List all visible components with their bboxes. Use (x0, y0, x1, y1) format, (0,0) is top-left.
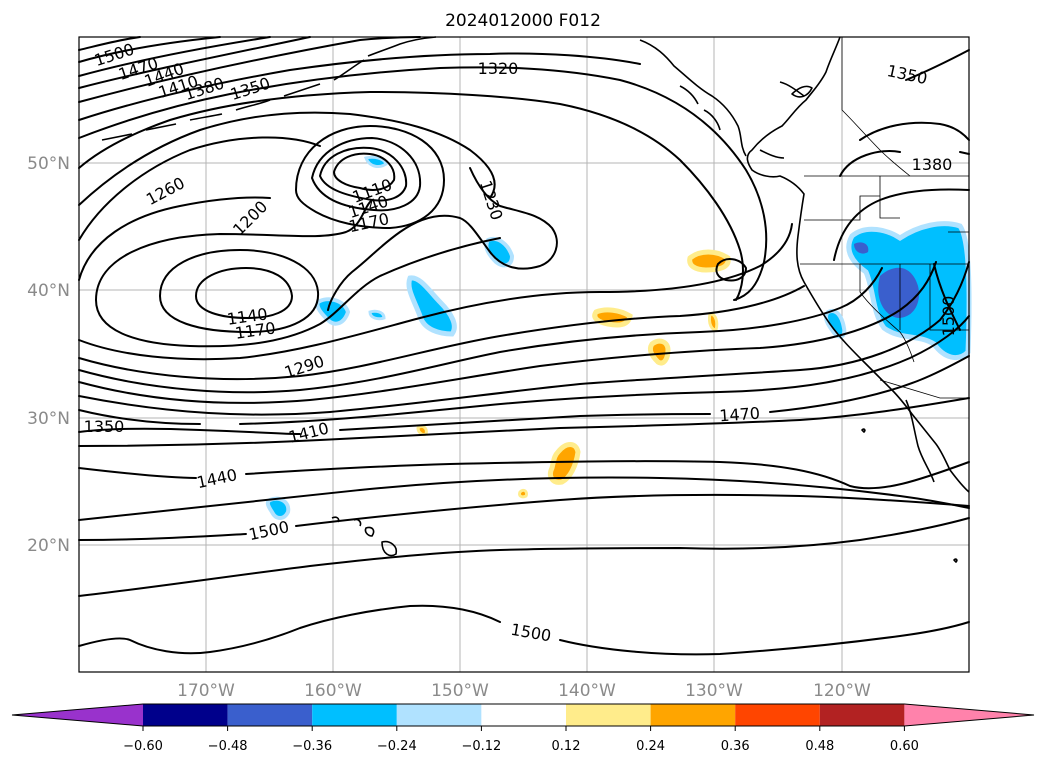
contour-label: 1350 (84, 417, 125, 436)
contour-label: 1500 (939, 296, 958, 337)
height-contours (78, 36, 970, 656)
pacific-blue-patch-c (315, 297, 351, 326)
colorbar-swatch (735, 704, 820, 726)
contour-label: 1470 (719, 404, 761, 426)
pacific-blue-patch-d (265, 496, 291, 520)
lon-label-170w: 170°W (177, 681, 235, 701)
colorbar-tick-label: 0.60 (890, 739, 919, 754)
colorbar-tick-label: −0.48 (208, 739, 248, 754)
colorbar-extend-high (904, 704, 1034, 726)
map-panel: 1500 1470 1440 1410 1380 1350 1320 1350 … (78, 36, 972, 673)
colorbar-swatch (819, 704, 905, 726)
colorbar-tick-label: −0.60 (123, 739, 163, 754)
latitude-labels: 50°N 40°N 30°N 20°N (27, 154, 70, 556)
lat-label-50n: 50°N (27, 154, 70, 174)
colorbar-tick-label: 0.36 (721, 739, 750, 754)
lat-label-30n: 30°N (27, 409, 70, 429)
colorbar-extend-low (12, 704, 143, 726)
political-borders (800, 37, 969, 399)
orange-patch-a (687, 249, 731, 273)
colorbar-swatch (396, 704, 482, 726)
contour-label: 1380 (912, 155, 953, 174)
colorbar-swatch (566, 704, 651, 726)
lat-label-20n: 20°N (27, 536, 70, 556)
coastlines (101, 36, 970, 563)
colorbar-tick-label: −0.12 (461, 739, 501, 754)
lon-label-120w: 120°W (813, 681, 871, 701)
pacific-blue-patch-a (406, 275, 457, 337)
colorbar-swatch (143, 704, 228, 726)
lat-label-40n: 40°N (27, 281, 70, 301)
contour-label: 1320 (478, 59, 519, 78)
colorbar-swatch (481, 704, 566, 726)
colorbar-tick-label: 0.48 (805, 739, 834, 754)
lon-label-140w: 140°W (558, 681, 616, 701)
orange-patch-c (647, 338, 671, 366)
colorbar-tick-label: −0.24 (377, 739, 417, 754)
sw-us-dark-blue-core (878, 267, 920, 318)
colorbar-tick-label: −0.36 (292, 739, 332, 754)
colorbar: −0.60 −0.48 −0.36 −0.24 −0.12 0.12 0.24 0.36 0.4… (11, 703, 1035, 754)
colorbar-swatch (227, 704, 313, 726)
lon-label-150w: 150°W (431, 681, 489, 701)
colorbar-tick-label: 0.12 (552, 739, 581, 754)
longitude-labels: 170°W 160°W 150°W 140°W 130°W 120°W (177, 681, 871, 701)
map-title: 2024012000 F012 (445, 11, 601, 31)
lon-label-160w: 160°W (304, 681, 362, 701)
colorbar-swatch (650, 704, 736, 726)
colorbar-tick-label: 0.24 (636, 739, 665, 754)
colorbar-swatch (312, 704, 397, 726)
map-frame (78, 36, 970, 673)
shaded-anomalies (265, 155, 972, 520)
lon-label-130w: 130°W (685, 681, 743, 701)
